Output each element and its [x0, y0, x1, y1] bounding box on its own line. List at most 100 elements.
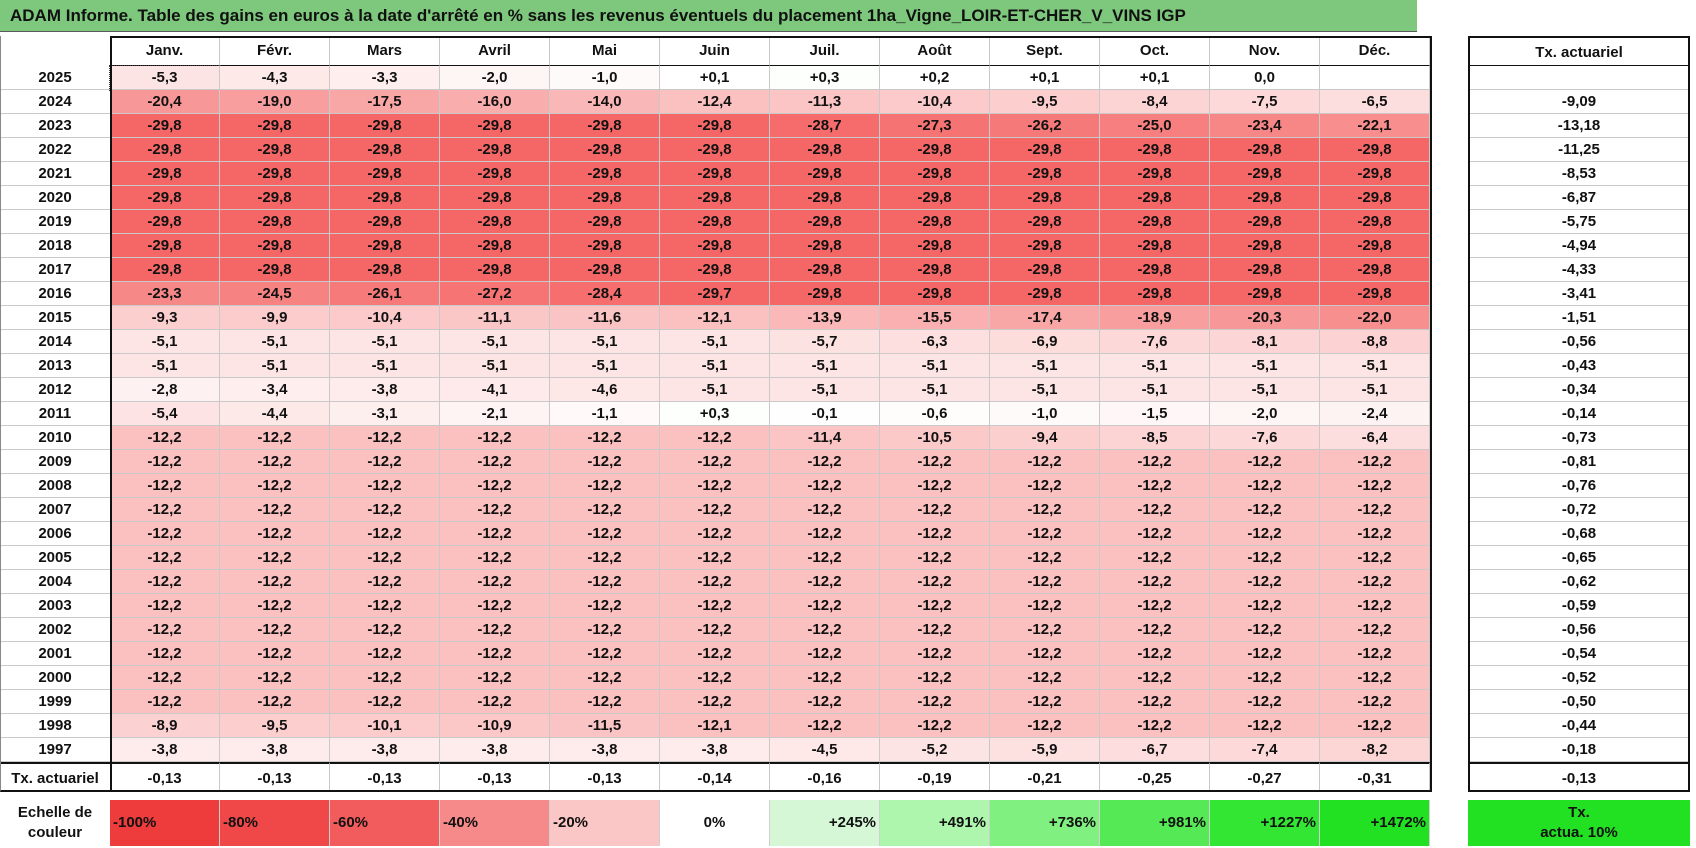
actuarial-month-value: -0,27 — [1210, 762, 1320, 792]
heatmap-cell: -12,2 — [550, 690, 660, 714]
column-header-month: Févr. — [220, 36, 330, 66]
row-year-label: 2000 — [0, 666, 110, 690]
row-actuarial-rate: -3,41 — [1468, 282, 1690, 306]
row-year-label: 2012 — [0, 378, 110, 402]
table-row: 2011 -5,4 -4,4 -3,1 -2,1 -1,1 +0,3 -0,1 -0,6 -1,0… — [0, 402, 1690, 426]
heatmap-cell: -29,8 — [880, 258, 990, 282]
heatmap-cell: -9,3 — [110, 306, 220, 330]
row-actuarial-rate: -0,56 — [1468, 330, 1690, 354]
heatmap-cell: -12,2 — [1210, 546, 1320, 570]
color-scale-swatch: +245% — [770, 800, 880, 846]
heatmap-cell: -29,8 — [880, 282, 990, 306]
heatmap-cell: -12,2 — [1320, 714, 1430, 738]
heatmap-cell: -12,2 — [220, 474, 330, 498]
heatmap-cell: -4,4 — [220, 402, 330, 426]
color-scale-swatch: -40% — [440, 800, 550, 846]
heatmap-cell: -29,8 — [220, 210, 330, 234]
color-scale-label: Echelle de couleur — [0, 800, 110, 846]
heatmap-cell: -3,8 — [110, 738, 220, 762]
column-header-month: Janv. — [110, 36, 220, 66]
heatmap-cell: -29,8 — [880, 162, 990, 186]
heatmap-cell: -29,8 — [550, 210, 660, 234]
heatmap-cell: -5,9 — [990, 738, 1100, 762]
row-actuarial-rate: -0,56 — [1468, 618, 1690, 642]
heatmap-cell: -29,8 — [1100, 186, 1210, 210]
heatmap-cell: -9,5 — [220, 714, 330, 738]
heatmap-cell: -12,2 — [110, 546, 220, 570]
table-header-row: Janv. Févr. Mars Avril Mai Juin Juil. Août Sept.… — [0, 36, 1690, 66]
heatmap-cell: -12,2 — [1100, 546, 1210, 570]
heatmap-cell: -3,8 — [330, 738, 440, 762]
heatmap-cell: +0,1 — [660, 66, 770, 90]
row-year-label: 2001 — [0, 642, 110, 666]
heatmap-cell: -4,5 — [770, 738, 880, 762]
heatmap-cell: -12,2 — [440, 618, 550, 642]
heatmap-cell: -29,8 — [1210, 162, 1320, 186]
heatmap-cell: -12,2 — [880, 714, 990, 738]
heatmap-cell: -12,2 — [880, 498, 990, 522]
table-row: 2004 -12,2 -12,2 -12,2 -12,2 -12,2 -12,2 -12,2-… — [0, 570, 1690, 594]
heatmap-cell: -12,2 — [550, 498, 660, 522]
actuarial-legend-box: Tx. actua. 10% — [1468, 800, 1690, 846]
heatmap-cell: -29,8 — [330, 234, 440, 258]
heatmap-cell: -3,3 — [330, 66, 440, 90]
heatmap-cell: -29,8 — [880, 234, 990, 258]
heatmap-cell: -20,3 — [1210, 306, 1320, 330]
heatmap-cell: -29,8 — [770, 162, 880, 186]
heatmap-cell: -29,8 — [990, 138, 1100, 162]
heatmap-cell: -6,3 — [880, 330, 990, 354]
heatmap-cell: -12,2 — [770, 618, 880, 642]
heatmap-cell: -12,2 — [1100, 666, 1210, 690]
heatmap-cell: -5,1 — [990, 378, 1100, 402]
report-title: ADAM Informe. Table des gains en euros à… — [0, 0, 1417, 32]
color-scale-swatch: -80% — [220, 800, 330, 846]
row-year-label: 2016 — [0, 282, 110, 306]
heatmap-cell: -12,2 — [220, 594, 330, 618]
heatmap-cell: -3,8 — [330, 378, 440, 402]
actuarial-month-value: -0,21 — [990, 762, 1100, 792]
heatmap-cell: -29,8 — [1320, 210, 1430, 234]
actuarial-month-value: -0,31 — [1320, 762, 1430, 792]
heatmap-cell: -12,2 — [1210, 618, 1320, 642]
heatmap-cell: -29,8 — [1320, 258, 1430, 282]
row-actuarial-rate: -0,44 — [1468, 714, 1690, 738]
actuarial-row-label: Tx. actuariel — [0, 762, 110, 792]
heatmap-cell: -29,8 — [660, 138, 770, 162]
heatmap-cell: -12,2 — [550, 426, 660, 450]
heatmap-cell: -0,6 — [880, 402, 990, 426]
heatmap-cell: -11,5 — [550, 714, 660, 738]
heatmap-cell: -15,5 — [880, 306, 990, 330]
heatmap-cell: -22,1 — [1320, 114, 1430, 138]
actuarial-month-value: -0,25 — [1100, 762, 1210, 792]
column-header-month: Oct. — [1100, 36, 1210, 66]
heatmap-cell: -12,2 — [440, 690, 550, 714]
heatmap-cell: -5,1 — [990, 354, 1100, 378]
row-actuarial-rate: -0,81 — [1468, 450, 1690, 474]
heatmap-cell: -12,2 — [770, 474, 880, 498]
heatmap-cell: -29,8 — [330, 186, 440, 210]
row-year-label: 2011 — [0, 402, 110, 426]
heatmap-cell: -12,2 — [880, 474, 990, 498]
actuarial-month-value: -0,14 — [660, 762, 770, 792]
heatmap-cell: +0,1 — [990, 66, 1100, 90]
heatmap-cell: -9,4 — [990, 426, 1100, 450]
heatmap-cell: -12,2 — [1210, 714, 1320, 738]
heatmap-cell: -8,5 — [1100, 426, 1210, 450]
heatmap-cell: -29,8 — [330, 114, 440, 138]
row-actuarial-rate: -0,72 — [1468, 498, 1690, 522]
heatmap-cell: -12,2 — [1100, 714, 1210, 738]
heatmap-cell: -29,8 — [770, 138, 880, 162]
heatmap-cell: -12,2 — [770, 642, 880, 666]
heatmap-cell: -12,2 — [990, 498, 1100, 522]
heatmap-cell: -10,4 — [330, 306, 440, 330]
heatmap-cell: -5,1 — [1320, 378, 1430, 402]
heatmap-cell: -29,8 — [1320, 186, 1430, 210]
row-actuarial-rate: -0,14 — [1468, 402, 1690, 426]
row-year-label: 2014 — [0, 330, 110, 354]
heatmap-cell: -11,4 — [770, 426, 880, 450]
heatmap-cell: -5,1 — [880, 378, 990, 402]
table-row: 2017 -29,8 -29,8 -29,8 -29,8 -29,8 -29,8 -29,8-… — [0, 258, 1690, 282]
heatmap-cell: -29,8 — [110, 186, 220, 210]
heatmap-cell: -10,1 — [330, 714, 440, 738]
heatmap-cell: -12,2 — [990, 714, 1100, 738]
